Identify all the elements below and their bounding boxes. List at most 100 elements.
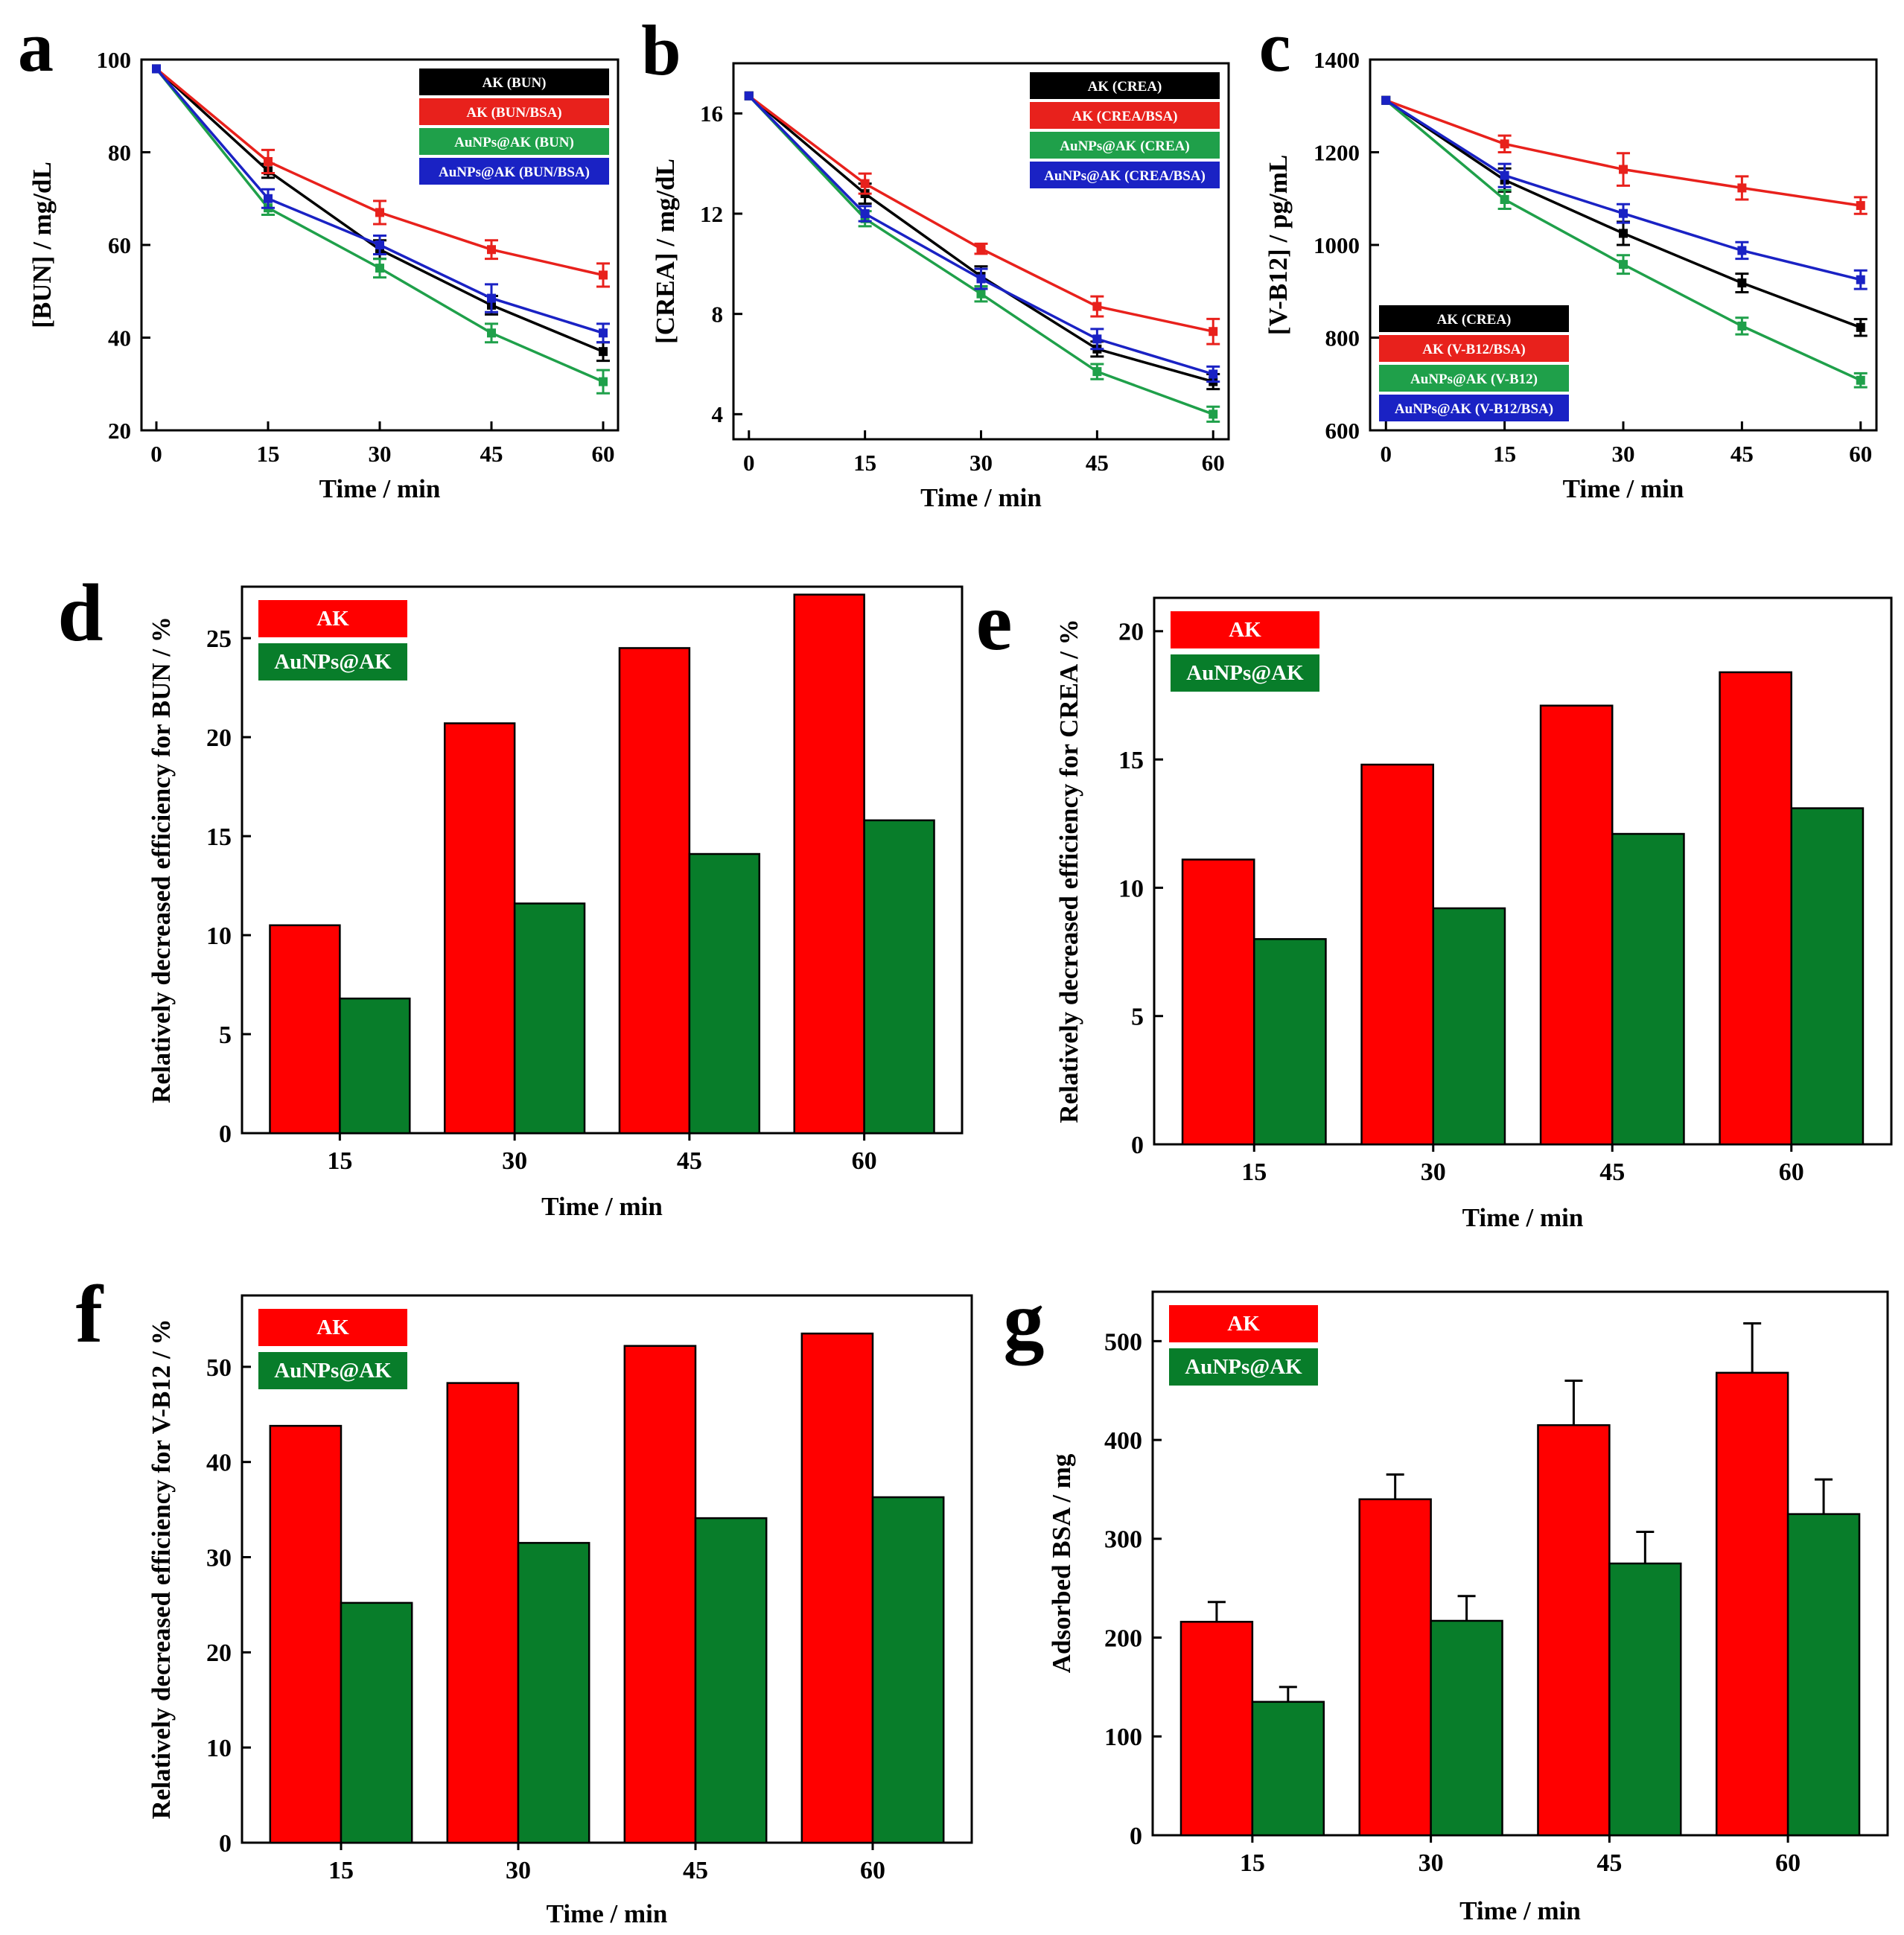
y-tick-label: 40 <box>206 1450 232 1477</box>
y-tick-label: 300 <box>1104 1526 1142 1554</box>
data-point <box>375 264 384 273</box>
bar <box>1360 763 1435 1146</box>
x-tick-label: 0 <box>150 441 162 467</box>
data-point <box>599 347 608 357</box>
data-point <box>976 244 986 254</box>
series-aunps-ak <box>340 1496 945 1844</box>
bar <box>1179 1621 1254 1837</box>
legend-label: AK <box>316 1316 349 1339</box>
data-point <box>599 270 608 280</box>
y-tick-label: 30 <box>206 1544 232 1572</box>
data-point <box>1209 369 1218 379</box>
y-tick-label: 10 <box>206 922 232 950</box>
data-point <box>976 289 986 299</box>
data-point <box>264 156 273 166</box>
panel-letter: d <box>57 567 103 658</box>
data-point <box>599 377 608 386</box>
y-tick-label: 0 <box>1131 1132 1144 1159</box>
data-point <box>976 274 986 284</box>
bar <box>800 1332 874 1844</box>
plot-frame <box>241 585 964 1135</box>
bar <box>1430 1619 1503 1837</box>
legend-swatch <box>419 68 609 95</box>
y-axis-label: Relatively decreased efficiency for CREA… <box>1054 619 1083 1123</box>
bar <box>1181 858 1255 1146</box>
panel-letter: c <box>1259 7 1291 86</box>
x-tick-label: 15 <box>853 450 876 476</box>
bar <box>618 647 691 1135</box>
data-point <box>264 194 273 203</box>
bar <box>1608 1562 1682 1837</box>
data-point <box>375 208 384 217</box>
data-point <box>1737 321 1747 331</box>
legend-label: AuNPs@AK (BUN/BSA) <box>439 165 590 180</box>
bar <box>1432 907 1506 1146</box>
x-axis-label: Time / min <box>920 483 1042 512</box>
series-aunps-ak <box>339 819 935 1135</box>
legend-label: AuNPs@AK (V-B12) <box>1410 372 1538 387</box>
y-tick-label: 25 <box>206 625 232 653</box>
y-tick-label: 10 <box>206 1735 232 1762</box>
y-tick-label: 600 <box>1325 418 1360 444</box>
panel-e: e 0 5 10 15 20 15 30 45 60 AK AuNPs@AK Time / min Rel… <box>976 576 1893 1232</box>
data-point <box>1856 375 1865 385</box>
panel-f: f 0 10 20 30 40 50 15 30 45 60 AK AuNPs@AK Time / min… <box>76 1269 973 1928</box>
legend-swatch <box>1169 1305 1318 1342</box>
bar <box>793 593 865 1135</box>
x-tick-label: 30 <box>1421 1158 1446 1186</box>
series-ak-bun-bsa- <box>152 64 610 288</box>
x-tick-label: 30 <box>969 450 993 476</box>
y-tick-label: 20 <box>206 724 232 752</box>
legend: AK (BUN) AK (BUN/BSA) AuNPs@AK (BUN) AuNPs@… <box>419 68 609 185</box>
data-point <box>1500 170 1509 180</box>
bar <box>446 1382 520 1844</box>
x-tick-label: 45 <box>1086 450 1109 476</box>
legend: AK AuNPs@AK <box>1171 611 1319 692</box>
bar <box>1251 1700 1325 1837</box>
y-tick-label: 16 <box>700 101 723 127</box>
panel-letter: e <box>976 576 1013 667</box>
data-point <box>1500 194 1509 204</box>
legend-label: AuNPs@AK <box>274 1359 392 1383</box>
x-tick-label: 60 <box>852 1147 877 1175</box>
data-point <box>1619 208 1628 218</box>
legend-swatch <box>1030 102 1220 129</box>
legend: AK AuNPs@AK <box>1169 1305 1318 1386</box>
series-ak <box>269 593 865 1135</box>
x-tick-label: 30 <box>369 441 392 467</box>
data-point <box>1737 278 1747 288</box>
panel-letter: g <box>1004 1275 1045 1365</box>
data-point <box>1856 322 1865 332</box>
bar <box>694 1517 768 1844</box>
x-tick-label: 0 <box>743 450 755 476</box>
x-tick-label: 45 <box>480 441 503 467</box>
y-tick-label: 15 <box>206 823 232 851</box>
panel-letter: a <box>18 7 54 86</box>
legend-swatch <box>1169 1348 1318 1386</box>
data-point <box>1856 201 1865 211</box>
data-point <box>1856 275 1865 284</box>
y-tick-label: 500 <box>1104 1328 1142 1356</box>
panel-g: g 0 100 200 300 400 500 15 30 45 60 AK AuNPs@AK Time … <box>1004 1275 1889 1925</box>
y-tick-label: 12 <box>700 201 723 227</box>
plot-frame <box>1153 596 1893 1146</box>
data-point <box>1092 367 1102 377</box>
y-tick-label: 20 <box>206 1639 232 1667</box>
y-axis-label: [BUN] / mg/dL <box>28 162 57 328</box>
panel-a: a 20 40 60 80 100 0 15 30 45 60 AK (BUN) AK (BUN/BSA… <box>18 7 620 503</box>
legend-label: AuNPs@AK (BUN) <box>454 135 574 150</box>
legend-label: AK <box>1227 1312 1260 1336</box>
series-aunps-ak <box>1251 1478 1861 1837</box>
x-tick-label: 60 <box>592 441 615 467</box>
x-tick-label: 30 <box>1419 1849 1444 1877</box>
bar <box>1358 1498 1432 1837</box>
x-axis-label: Time / min <box>1459 1896 1581 1925</box>
y-tick-label: 0 <box>1130 1823 1142 1850</box>
data-point <box>152 64 161 74</box>
legend-swatch <box>1379 395 1569 421</box>
y-tick-label: 0 <box>219 1120 232 1148</box>
legend-label: AK <box>316 607 349 631</box>
series-ak-crea-bsa- <box>744 91 1220 345</box>
data-point <box>860 179 870 188</box>
